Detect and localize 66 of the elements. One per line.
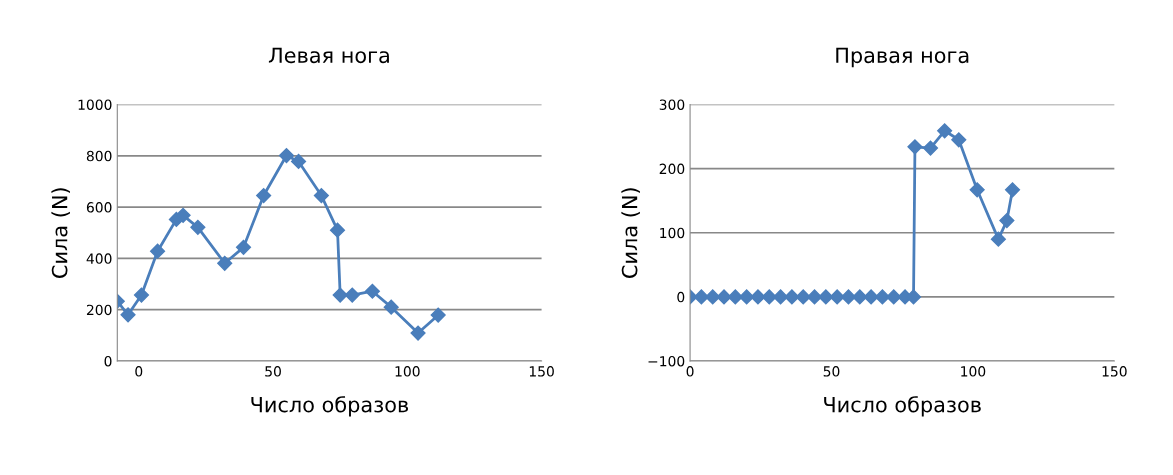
y-tick-label: 200 [659,163,685,175]
y-tick-label: 0 [677,291,685,303]
y-tick-label: 600 [86,202,112,213]
point [329,222,346,238]
point [190,219,206,235]
point [818,289,834,305]
point [907,139,923,155]
point [383,299,399,315]
point [344,287,360,303]
x-tick-label: 0 [686,366,694,377]
point [969,182,985,198]
x-axis-title: Число образов [824,395,981,417]
point [874,289,890,305]
chart-title: Правая нога [836,47,969,68]
point [256,187,272,204]
point [290,153,307,170]
point [175,207,191,223]
point [922,140,939,156]
x-tick-label: 0 [135,366,143,377]
y-tick-label: 400 [86,253,112,264]
y-axis-title: Сила (N) [51,188,70,278]
point [278,147,295,164]
point [990,231,1006,247]
point [120,307,136,323]
point [739,289,755,305]
y-tick-label: 300 [659,99,685,110]
point [364,283,380,299]
x-tick-label: 100 [395,366,420,377]
point [999,212,1015,229]
point [750,289,766,305]
point [784,289,800,305]
point [150,243,166,259]
point [313,187,329,204]
point [1004,182,1021,198]
point [705,289,721,305]
point [852,289,868,305]
point [863,289,879,305]
point [217,255,233,271]
y-axis-title: Сила (N) [621,188,640,278]
y-tick-label: −100 [648,355,685,367]
point [133,287,150,303]
point [795,289,811,305]
x-tick-label: 150 [1102,366,1127,377]
point [886,289,902,305]
point [937,123,953,139]
point [332,287,348,303]
point [829,289,845,305]
point [693,289,709,305]
point [773,289,789,305]
point [235,239,252,255]
x-tick-label: 150 [529,366,554,377]
y-tick-label: 800 [86,150,112,162]
y-tick-label: 100 [660,227,685,239]
y-tick-label: 0 [104,355,112,367]
chart-title: Левая нога [268,47,389,64]
x-tick-label: 50 [265,366,281,377]
point [430,307,446,323]
y-tick-label: 1000 [78,99,112,110]
point [410,325,426,341]
x-tick-label: 100 [961,366,986,377]
y-tick-label: 200 [86,304,112,316]
point [727,289,743,305]
point [951,132,967,148]
point [761,289,777,305]
x-axis-title: Число образов [251,395,409,417]
x-tick-label: 50 [823,366,840,377]
